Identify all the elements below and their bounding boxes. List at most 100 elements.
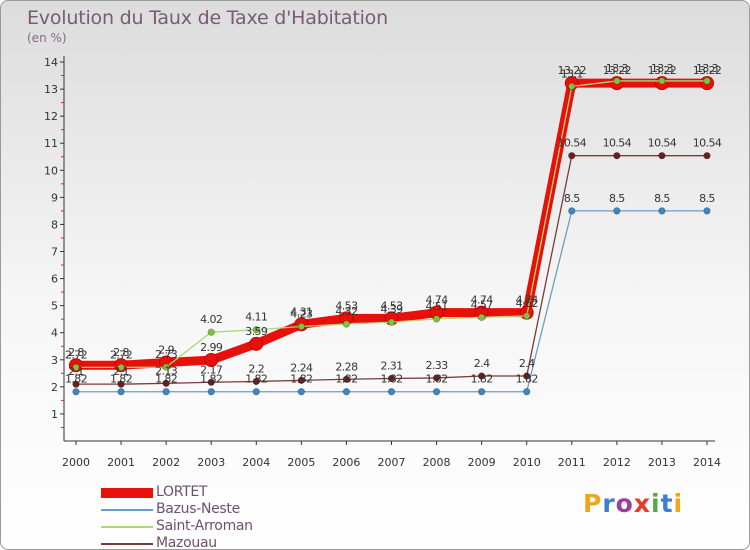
y-tick-label: 9 [51, 191, 58, 204]
y-tick-label: 14 [44, 56, 58, 69]
data-point [297, 376, 305, 384]
data-label: 4.23 [290, 307, 313, 320]
data-label: 1.82 [426, 373, 448, 386]
data-label: 4.53 [335, 299, 358, 312]
y-tick-label: 13 [44, 83, 58, 96]
data-label: 3.59 [245, 325, 268, 338]
data-label: 2.24 [290, 361, 313, 374]
data-label: 1.82 [516, 373, 538, 386]
data-label: 2.72 [110, 348, 132, 361]
legend-label: Bazus-Neste [156, 501, 240, 517]
data-label: 4.02 [200, 313, 222, 326]
y-tick-label: 4 [51, 327, 58, 340]
data-point [523, 312, 531, 320]
x-tick-label: 2005 [287, 456, 315, 469]
data-point [72, 380, 80, 388]
data-label: 1.82 [380, 373, 402, 386]
x-tick-label: 2009 [468, 456, 496, 469]
legend-swatch [101, 543, 153, 545]
data-point [387, 374, 396, 383]
x-tick-label: 2007 [378, 456, 406, 469]
data-label: 4.32 [335, 305, 357, 318]
data-label: 1.82 [471, 373, 493, 386]
x-tick-label: 2002 [152, 456, 180, 469]
x-tick-label: 2012 [603, 456, 631, 469]
y-tick-label: 11 [44, 137, 58, 150]
x-tick-label: 2006 [332, 456, 360, 469]
y-tick-label: 10 [44, 164, 58, 177]
data-label: 8.5 [654, 192, 670, 205]
data-point [207, 378, 215, 386]
data-point [162, 363, 170, 371]
logo-letter: P [583, 489, 603, 518]
data-point [297, 322, 305, 331]
data-label: 2.17 [200, 363, 223, 376]
x-tick-label: 2010 [513, 456, 541, 469]
data-point [117, 363, 125, 371]
data-point [72, 388, 80, 396]
data-label: 2.9 [158, 343, 174, 356]
data-label: 1.82 [290, 373, 312, 386]
y-tick-label: 7 [51, 246, 58, 259]
x-tick-label: 2004 [242, 456, 270, 469]
data-label: 2.73 [155, 348, 178, 361]
chart-title: Evolution du Taux de Taxe d'Habitation [27, 7, 388, 29]
data-point [204, 353, 219, 368]
data-point [658, 207, 666, 215]
x-tick-label: 2003 [197, 456, 225, 469]
data-label: 4.74 [426, 294, 449, 307]
y-tick-label: 12 [44, 110, 58, 123]
y-tick-label: 5 [51, 300, 58, 313]
data-label: 10.54 [648, 137, 677, 150]
legend-swatch [101, 488, 153, 498]
data-point [162, 379, 170, 387]
data-point [342, 320, 351, 328]
data-label: 2.2 [248, 362, 264, 375]
legend-swatch [101, 509, 153, 511]
data-label: 4.53 [380, 299, 403, 312]
data-point [432, 315, 441, 323]
data-label: 1.82 [155, 373, 177, 386]
data-point [252, 377, 260, 386]
y-tick-label: 3 [51, 354, 58, 367]
data-label: 13.22 [648, 64, 677, 77]
data-label: 4.57 [471, 298, 494, 311]
data-label: 10.54 [558, 137, 587, 150]
x-tick-label: 2013 [648, 456, 676, 469]
data-point [207, 388, 215, 396]
data-point [249, 336, 264, 351]
legend-swatch [101, 526, 153, 528]
data-point [568, 82, 576, 90]
data-label: 1.82 [65, 373, 87, 386]
data-label: 2.8 [68, 346, 84, 359]
data-point [432, 374, 441, 382]
data-point [387, 318, 396, 326]
data-label: 2.8 [113, 346, 129, 359]
data-label: 4.74 [471, 294, 494, 307]
data-point [252, 326, 260, 334]
data-label: 10.54 [693, 137, 722, 150]
proxiti-logo: Proxiti [583, 489, 683, 518]
data-point [478, 372, 486, 380]
data-label: 2.33 [426, 359, 449, 372]
data-point [117, 380, 125, 388]
data-label: 4.74 [516, 294, 539, 307]
x-tick-label: 2011 [558, 456, 586, 469]
data-label: 4.11 [245, 311, 267, 324]
data-point [658, 152, 666, 160]
data-point [162, 388, 170, 396]
legend-label: Saint-Arroman [156, 518, 253, 534]
x-tick-label: 2001 [107, 456, 135, 469]
data-label: 2.1 [68, 365, 84, 378]
data-point [297, 388, 305, 396]
data-point [252, 388, 260, 396]
y-tick-label: 6 [51, 273, 58, 286]
data-point [703, 152, 711, 160]
data-point [613, 207, 621, 215]
data-label: 1.82 [335, 373, 357, 386]
logo-letter: o [615, 489, 634, 518]
y-tick-label: 2 [51, 381, 58, 394]
legend-label: LORTET [156, 484, 208, 500]
